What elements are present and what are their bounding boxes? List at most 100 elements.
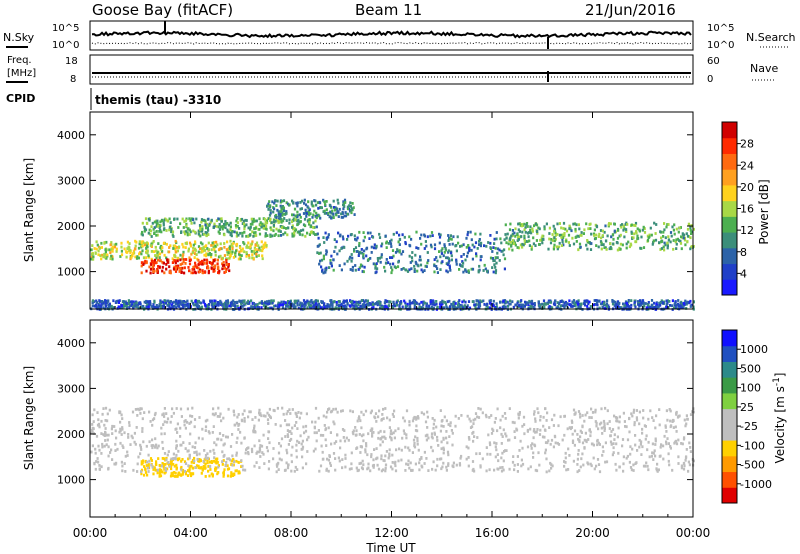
heatmap-cell bbox=[373, 302, 376, 306]
heatmap-cell bbox=[300, 442, 303, 446]
heatmap-cell bbox=[316, 232, 319, 236]
heatmap-cell bbox=[210, 218, 213, 222]
heatmap-cell bbox=[275, 216, 278, 219]
heatmap-cell bbox=[448, 299, 451, 303]
heatmap-cell bbox=[422, 303, 425, 307]
heatmap-cell bbox=[472, 439, 475, 443]
heatmap-cell bbox=[355, 238, 358, 242]
heatmap-cell bbox=[615, 468, 618, 472]
heatmap-cell bbox=[245, 246, 248, 249]
heatmap-cell bbox=[231, 463, 234, 467]
heatmap-cell bbox=[379, 302, 382, 306]
heatmap-cell bbox=[184, 219, 187, 222]
heatmap-cell bbox=[260, 444, 264, 448]
heatmap-cell bbox=[202, 300, 205, 304]
heatmap-cell bbox=[220, 225, 223, 229]
heatmap-cell bbox=[151, 265, 154, 269]
heatmap-cell bbox=[454, 424, 457, 428]
heatmap-cell bbox=[554, 231, 557, 235]
heatmap-cell bbox=[333, 250, 336, 253]
heatmap-cell bbox=[169, 271, 172, 275]
heatmap-cell bbox=[526, 445, 530, 449]
heatmap-cell bbox=[563, 464, 566, 468]
heatmap-cell bbox=[336, 433, 339, 437]
heatmap-cell bbox=[546, 441, 549, 445]
heatmap-cell bbox=[220, 217, 223, 221]
heatmap-cell bbox=[152, 261, 155, 265]
heatmap-cell bbox=[236, 231, 239, 235]
nave-right-tick-low: 0 bbox=[707, 74, 713, 85]
heatmap-cell bbox=[572, 301, 575, 304]
heatmap-cell bbox=[646, 234, 649, 238]
heatmap-cell bbox=[159, 474, 163, 478]
heatmap-cell bbox=[178, 471, 181, 475]
heatmap-cell bbox=[417, 416, 420, 420]
heatmap-cell bbox=[341, 212, 344, 215]
heatmap-cell bbox=[494, 417, 497, 420]
heatmap-cell bbox=[305, 462, 308, 466]
heatmap-cell bbox=[235, 451, 238, 455]
heatmap-cell bbox=[641, 299, 645, 302]
heatmap-cell bbox=[379, 306, 382, 310]
heatmap-cell bbox=[642, 409, 645, 412]
heatmap-cell bbox=[149, 244, 152, 247]
heatmap-cell bbox=[665, 409, 668, 413]
heatmap-cell bbox=[494, 306, 497, 309]
heatmap-cell bbox=[353, 249, 356, 253]
heatmap-cell bbox=[350, 253, 353, 256]
heatmap-cell bbox=[564, 456, 567, 460]
heatmap-cell bbox=[518, 230, 521, 233]
heatmap-cell bbox=[468, 417, 471, 421]
heatmap-cell bbox=[218, 248, 221, 252]
heatmap-cell bbox=[296, 201, 299, 205]
heatmap-cell bbox=[204, 221, 207, 224]
heatmap-cell bbox=[222, 471, 225, 475]
heatmap-cell bbox=[622, 224, 625, 228]
heatmap-cell bbox=[565, 303, 568, 307]
heatmap-cell bbox=[208, 460, 211, 464]
heatmap-cell bbox=[191, 406, 194, 410]
heatmap-cell bbox=[490, 432, 494, 435]
heatmap-cell bbox=[288, 301, 291, 305]
heatmap-cell bbox=[258, 411, 261, 415]
heatmap-cell bbox=[688, 301, 691, 305]
heatmap-cell bbox=[395, 448, 398, 452]
heatmap-cell bbox=[552, 302, 556, 306]
heatmap-cell bbox=[230, 252, 233, 255]
heatmap-cell bbox=[374, 246, 377, 250]
heatmap-cell bbox=[311, 215, 314, 219]
heatmap-cell bbox=[477, 407, 480, 410]
heatmap-cell bbox=[436, 267, 439, 270]
heatmap-cell bbox=[328, 203, 331, 207]
heatmap-cell bbox=[502, 299, 505, 303]
heatmap-cell bbox=[397, 427, 400, 431]
heatmap-cell bbox=[179, 443, 182, 447]
heatmap-cell bbox=[290, 437, 293, 441]
heatmap-cell bbox=[566, 302, 569, 305]
heatmap-cell bbox=[299, 207, 302, 211]
heatmap-cell bbox=[244, 451, 247, 455]
colorbar-swatch bbox=[722, 247, 737, 265]
heatmap-cell bbox=[90, 248, 93, 252]
heatmap-cell bbox=[409, 461, 412, 465]
heatmap-cell bbox=[237, 307, 240, 310]
heatmap-cell bbox=[125, 255, 128, 259]
heatmap-cell bbox=[550, 418, 554, 422]
heatmap-cell bbox=[474, 241, 478, 245]
heatmap-cell bbox=[618, 234, 621, 238]
heatmap-cell bbox=[598, 306, 601, 310]
heatmap-cell bbox=[150, 235, 153, 238]
heatmap-cell bbox=[467, 271, 470, 274]
heatmap-cell bbox=[511, 460, 515, 464]
heatmap-cell bbox=[625, 242, 628, 246]
heatmap-cell bbox=[346, 238, 349, 241]
heatmap-cell bbox=[530, 245, 533, 249]
heatmap-cell bbox=[523, 234, 526, 238]
heatmap-cell bbox=[478, 238, 481, 241]
heatmap-cell bbox=[440, 252, 443, 255]
heatmap-cell bbox=[579, 429, 582, 433]
heatmap-cell bbox=[144, 460, 147, 464]
heatmap-cell bbox=[192, 271, 195, 275]
heatmap-cell bbox=[483, 263, 486, 267]
heatmap-cell bbox=[314, 447, 317, 451]
